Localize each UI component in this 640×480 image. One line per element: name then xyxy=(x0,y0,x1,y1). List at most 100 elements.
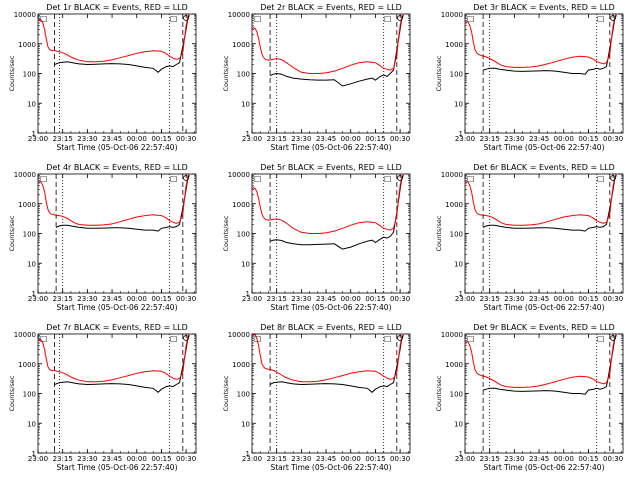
x-tick-label: 00:30 xyxy=(603,135,623,143)
y-tick-label: 10 xyxy=(454,100,463,108)
detector-panel: Det 3r BLACK = Events, RED = LLD 1 10 100 10… xyxy=(435,3,624,152)
events-series-line xyxy=(269,175,404,250)
circle-marker xyxy=(183,335,189,341)
x-axis-label: Start Time (05-Oct-06 22:57:40) xyxy=(483,143,604,152)
panel-title: Det 7r BLACK = Events, RED = LLD xyxy=(46,323,188,332)
plot-frame xyxy=(464,13,624,134)
y-tick-label: 1000 xyxy=(445,41,463,49)
plot-frame xyxy=(37,173,197,294)
lld-series-line xyxy=(464,13,617,68)
y-tick-label: 100 xyxy=(450,71,463,79)
y-tick-label: 10000 xyxy=(14,171,36,179)
x-tick-label: 00:00 xyxy=(554,135,574,143)
x-tick-label: 00:15 xyxy=(578,295,598,303)
x-tick-label: 00:00 xyxy=(341,135,361,143)
lld-series-line xyxy=(37,333,190,383)
x-tick-label: 23:15 xyxy=(53,295,73,303)
circle-marker xyxy=(397,15,403,21)
y-tick-label: 1000 xyxy=(232,41,250,49)
y-tick-label: 10 xyxy=(241,100,250,108)
x-tick-label: 23:00 xyxy=(242,135,262,143)
x-tick-label: 00:00 xyxy=(127,455,147,463)
box-marker-left: ☐ xyxy=(254,175,261,184)
x-tick-label: 00:30 xyxy=(176,135,196,143)
events-series-line xyxy=(269,15,404,87)
box-marker-right: ☐ xyxy=(170,15,177,24)
y-tick-label: 1 xyxy=(32,130,36,138)
box-marker-left: ☐ xyxy=(40,335,47,344)
lld-series-line xyxy=(37,173,190,226)
x-tick-label: 00:00 xyxy=(127,295,147,303)
x-tick-label: 23:30 xyxy=(77,455,97,463)
events-series-line xyxy=(482,335,617,395)
x-tick-label: 23:45 xyxy=(102,295,122,303)
x-tick-label: 23:45 xyxy=(316,455,336,463)
y-tick-label: 10 xyxy=(454,420,463,428)
y-axis-label: Counts/sec xyxy=(435,215,443,251)
y-tick-label: 1 xyxy=(246,450,250,458)
y-tick-label: 1000 xyxy=(18,361,36,369)
box-marker-right: ☐ xyxy=(170,175,177,184)
box-marker-left: ☐ xyxy=(40,175,47,184)
x-tick-label: 23:15 xyxy=(267,455,287,463)
x-axis-label: Start Time (05-Oct-06 22:57:40) xyxy=(270,463,391,472)
x-tick-label: 23:00 xyxy=(28,295,48,303)
x-tick-label: 23:15 xyxy=(53,135,73,143)
y-tick-label: 1000 xyxy=(18,41,36,49)
x-tick-label: 23:45 xyxy=(529,455,549,463)
circle-marker xyxy=(397,335,403,341)
y-axis-label: Counts/sec xyxy=(8,55,16,91)
x-axis-label: Start Time (05-Oct-06 22:57:40) xyxy=(56,143,177,152)
lld-series-line xyxy=(464,333,617,388)
x-tick-label: 00:30 xyxy=(603,455,623,463)
plot-frame xyxy=(37,333,197,454)
plot-frame xyxy=(251,333,411,454)
x-tick-label: 23:30 xyxy=(504,455,524,463)
y-tick-label: 10000 xyxy=(228,331,250,339)
y-tick-label: 100 xyxy=(237,71,250,79)
y-tick-label: 1000 xyxy=(18,201,36,209)
y-tick-label: 100 xyxy=(450,391,463,399)
panel-title: Det 5r BLACK = Events, RED = LLD xyxy=(260,163,402,172)
x-axis-label: Start Time (05-Oct-06 22:57:40) xyxy=(483,303,604,312)
detector-panel: Det 6r BLACK = Events, RED = LLD 1 10 100 10… xyxy=(435,163,624,312)
y-tick-label: 1000 xyxy=(445,361,463,369)
x-tick-label: 00:30 xyxy=(390,455,410,463)
detector-panel: Det 2r BLACK = Events, RED = LLD 1 10 100 10… xyxy=(222,3,411,152)
detector-panel: Det 5r BLACK = Events, RED = LLD 1 10 100 10… xyxy=(222,163,411,312)
detector-panel: Det 8r BLACK = Events, RED = LLD 1 10 100 10… xyxy=(222,323,411,472)
x-tick-label: 23:00 xyxy=(455,135,475,143)
box-marker-left: ☐ xyxy=(40,15,47,24)
box-marker-right: ☐ xyxy=(597,15,604,24)
x-tick-label: 23:00 xyxy=(28,455,48,463)
x-tick-label: 23:30 xyxy=(291,295,311,303)
x-tick-label: 23:15 xyxy=(480,455,500,463)
circle-marker xyxy=(183,15,189,21)
y-axis-label: Counts/sec xyxy=(435,375,443,411)
lld-series-line xyxy=(251,13,404,74)
detector-panel: Det 7r BLACK = Events, RED = LLD 1 10 100 10… xyxy=(8,323,197,472)
lld-series-line xyxy=(464,173,617,226)
y-tick-label: 1 xyxy=(459,450,463,458)
x-tick-label: 23:15 xyxy=(53,455,73,463)
lld-series-line xyxy=(251,173,404,234)
panel-title: Det 6r BLACK = Events, RED = LLD xyxy=(473,163,615,172)
x-tick-label: 23:00 xyxy=(242,295,262,303)
y-tick-label: 10 xyxy=(27,420,36,428)
y-axis-label: Counts/sec xyxy=(8,375,16,411)
y-tick-label: 100 xyxy=(23,231,36,239)
box-marker-left: ☐ xyxy=(467,175,474,184)
circle-marker xyxy=(610,15,616,21)
y-tick-label: 10000 xyxy=(441,171,463,179)
x-tick-label: 00:15 xyxy=(365,135,385,143)
x-tick-label: 23:30 xyxy=(504,135,524,143)
y-tick-label: 10 xyxy=(27,100,36,108)
box-marker-right: ☐ xyxy=(384,15,391,24)
events-series-line xyxy=(54,335,190,393)
y-tick-label: 100 xyxy=(237,231,250,239)
x-tick-label: 00:30 xyxy=(176,295,196,303)
events-series-line xyxy=(55,175,190,232)
x-tick-label: 23:15 xyxy=(480,135,500,143)
x-axis-label: Start Time (05-Oct-06 22:57:40) xyxy=(270,303,391,312)
